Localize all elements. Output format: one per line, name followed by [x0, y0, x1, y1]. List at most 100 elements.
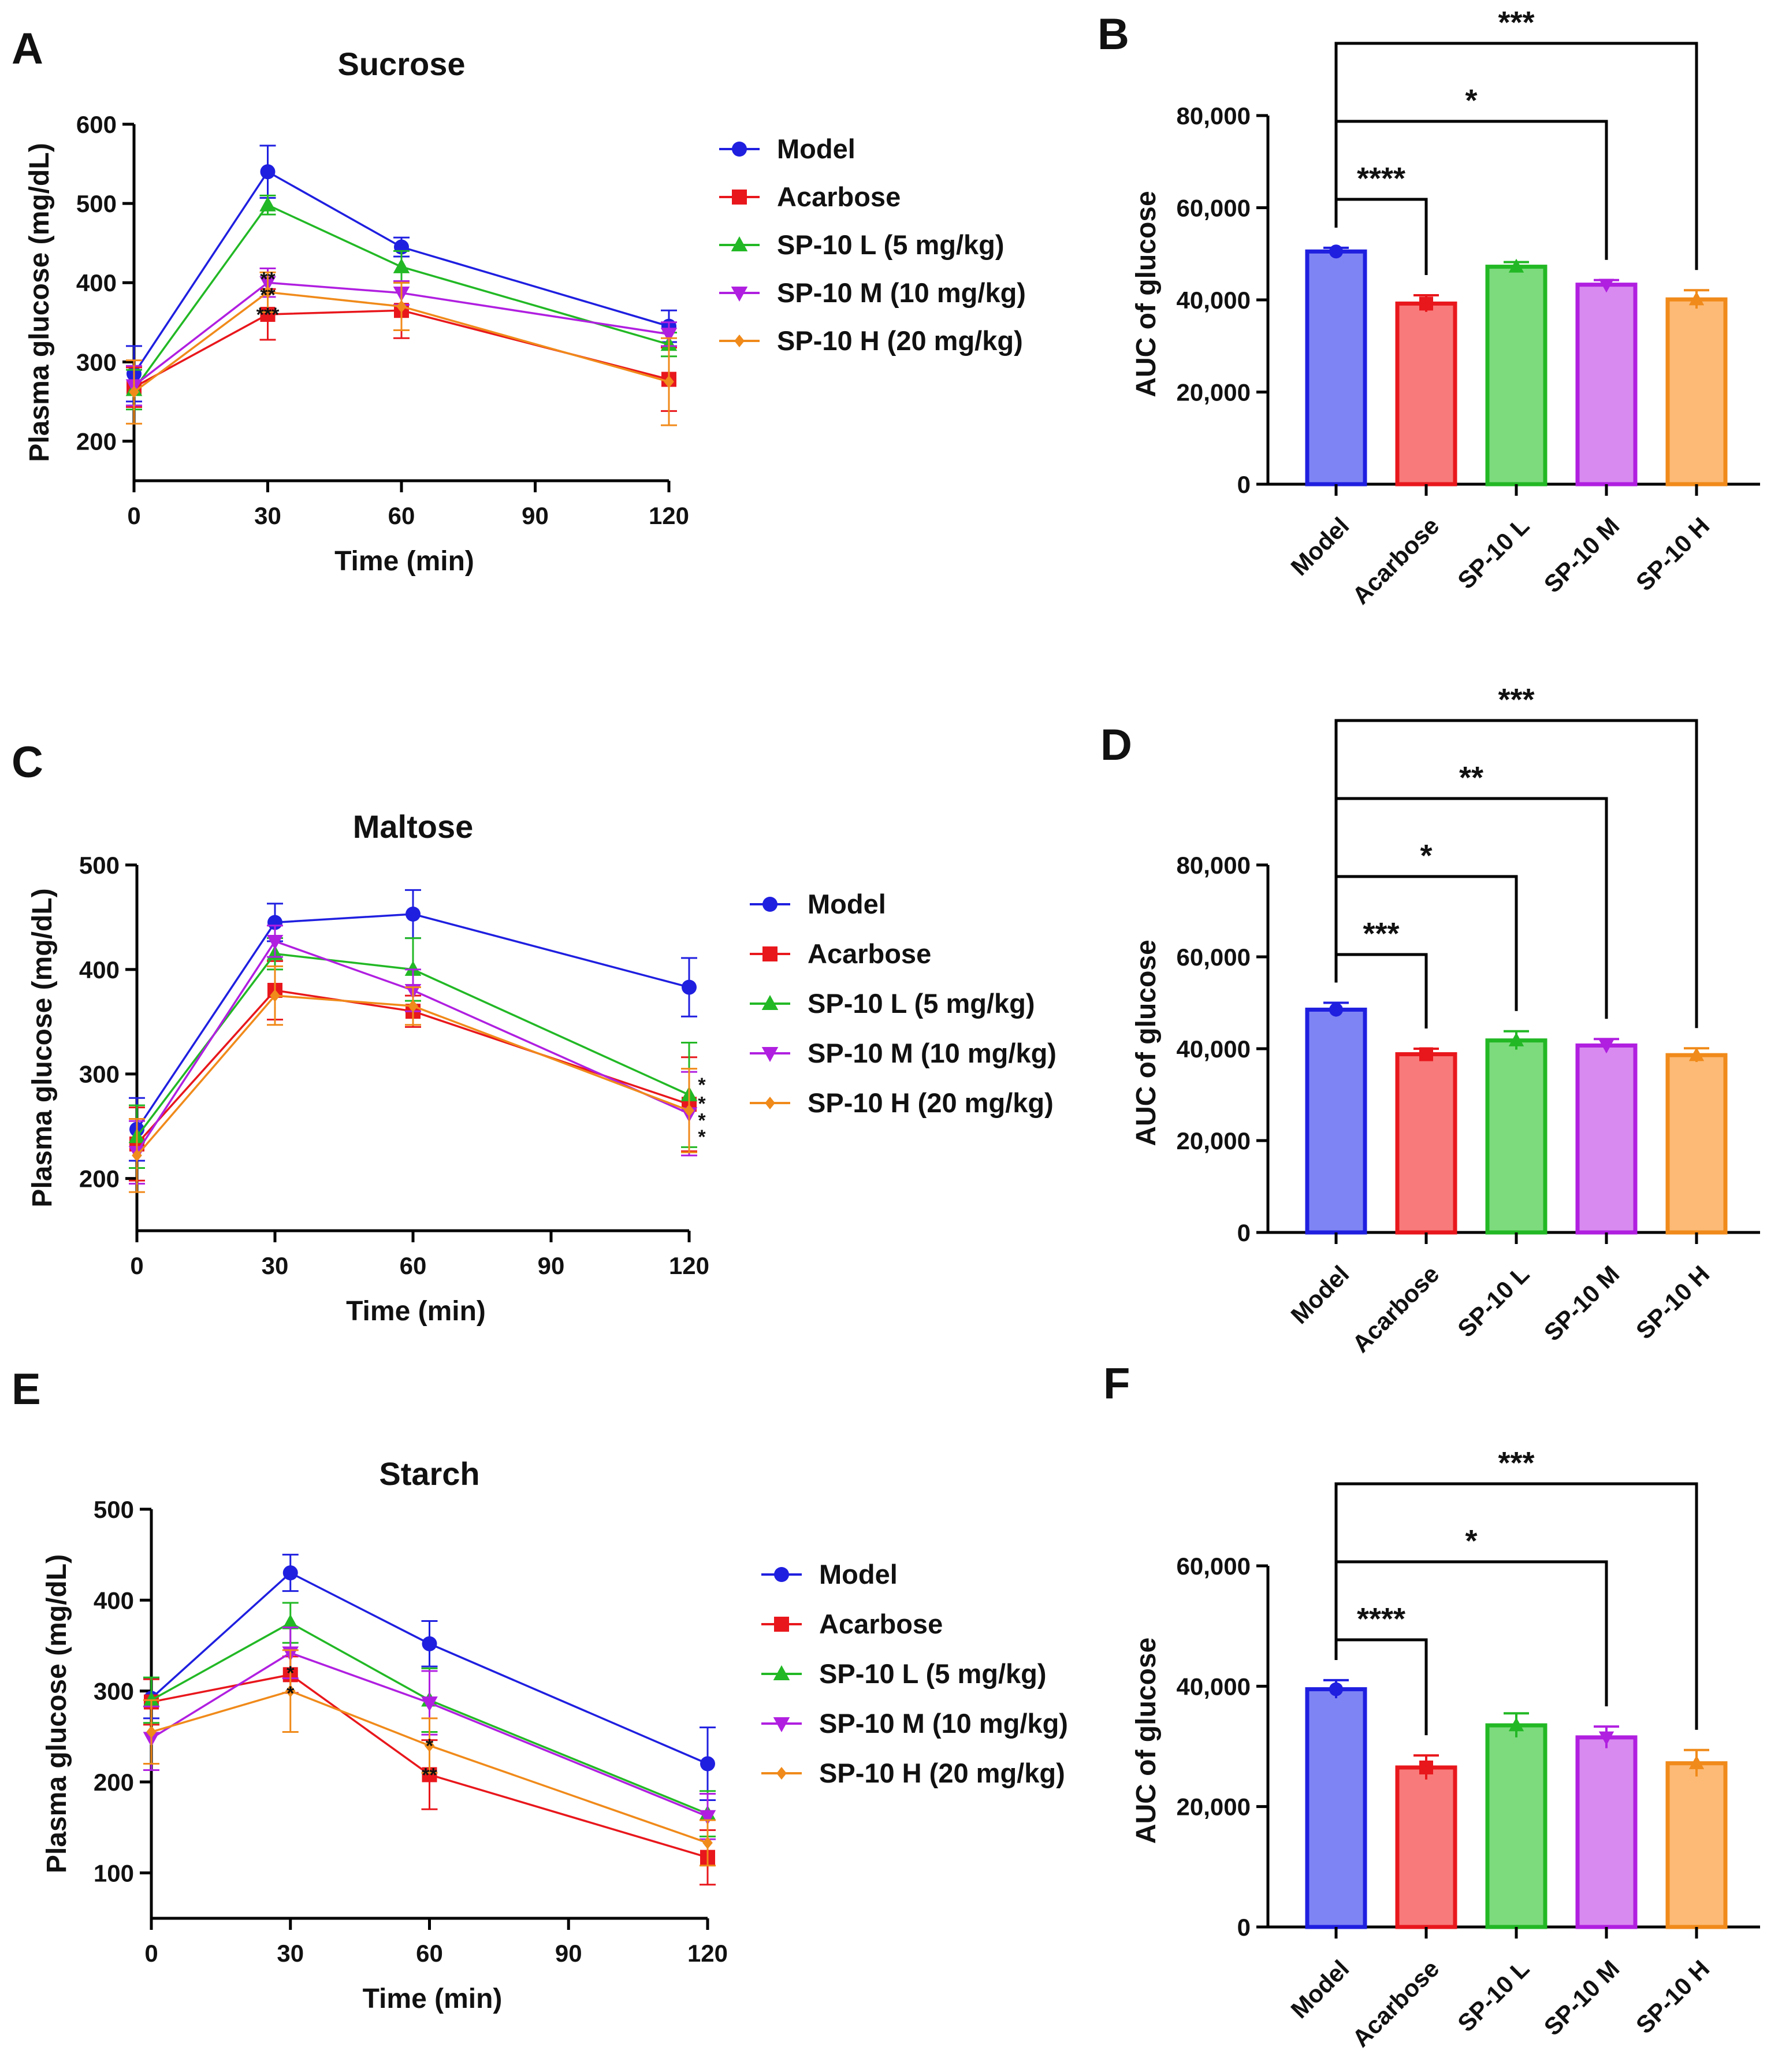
- bar-mean-marker: [1598, 279, 1615, 293]
- bar-sp-10-l: [1485, 1038, 1547, 1235]
- data-point: [396, 300, 407, 313]
- significance-label: ***: [1498, 1446, 1534, 1480]
- bar-mean-marker: [1598, 1039, 1615, 1054]
- y-axis-label: AUC of glucose: [1131, 1637, 1162, 1844]
- y-tick-label: 500: [76, 190, 117, 217]
- x-tick-label: SP-10 M: [1539, 512, 1625, 598]
- bar-sp-10-m: [1575, 1043, 1638, 1235]
- bar-sp-10-m: [1575, 283, 1638, 487]
- panel-letter-b: B: [1098, 10, 1129, 59]
- data-point: [260, 164, 276, 180]
- bar-sp-10-h: [1665, 1761, 1728, 1929]
- x-tick-label: 90: [555, 1940, 582, 1967]
- x-tick-label: 30: [277, 1940, 304, 1967]
- panel-f-bar-chart: 0 20,000 40,000 60,000 AUC of glucose ModelAc…: [1131, 1446, 1760, 2052]
- bar-mean-marker: [1508, 1032, 1524, 1046]
- y-tick-label: 0: [1237, 471, 1251, 498]
- series-line: [136, 913, 690, 1130]
- legend-marker: [773, 1665, 790, 1681]
- x-tick-label: SP-10 L: [1452, 1955, 1534, 2037]
- series-line: [151, 1689, 708, 1844]
- x-tick-label: 120: [669, 1252, 709, 1279]
- data-point: [285, 1684, 296, 1698]
- panel-c-line-chart: Maltose 200 300 400 500 0 30 60 90 120 Time (min) P…: [27, 808, 1057, 1327]
- x-tick-label: 0: [144, 1940, 158, 1967]
- significance-annotation: *: [698, 1093, 706, 1115]
- y-tick-label: 400: [79, 956, 120, 983]
- bar-model: [1305, 1687, 1367, 1929]
- significance-annotation: ***: [256, 304, 280, 326]
- bar-mean-marker: [1508, 1717, 1524, 1732]
- bar-acarbose: [1395, 301, 1457, 487]
- legend-label: SP-10 M (10 mg/kg): [819, 1708, 1068, 1739]
- data-point: [664, 375, 674, 388]
- panel-letter-c: C: [12, 738, 43, 787]
- data-point: [262, 285, 273, 299]
- y-tick-label: 600: [76, 111, 117, 138]
- panel-a-line-chart: Sucrose 200 300 400 500 600 0 30 60 90 120 Time (mi…: [24, 46, 1026, 577]
- x-tick-label: SP-10 H: [1631, 512, 1714, 596]
- x-tick-label: 30: [254, 502, 281, 529]
- y-tick-label: 60,000: [1177, 195, 1251, 222]
- x-tick-label: Acarbose: [1347, 1955, 1445, 2052]
- legend-label: SP-10 M (10 mg/kg): [777, 277, 1026, 308]
- y-axis-label: AUC of glucose: [1131, 191, 1162, 397]
- y-axis-label: Plasma glucose (mg/dL): [27, 888, 58, 1207]
- bar-acarbose: [1395, 1052, 1457, 1235]
- y-tick-label: 200: [76, 428, 117, 455]
- legend-label: Model: [777, 133, 855, 164]
- data-point: [682, 979, 697, 995]
- legend-marker: [761, 1046, 779, 1062]
- y-tick-label: 60,000: [1177, 944, 1251, 971]
- panel-letter-f: F: [1103, 1359, 1130, 1408]
- legend-label: SP-10 L (5 mg/kg): [777, 229, 1005, 260]
- data-point: [408, 1000, 418, 1013]
- data-point: [143, 1691, 160, 1707]
- series-line: [133, 203, 669, 391]
- legend-marker: [776, 1767, 787, 1780]
- legend-marker: [734, 335, 745, 347]
- significance-annotation: *: [426, 1735, 434, 1757]
- data-point: [270, 989, 280, 1002]
- series-line: [136, 940, 690, 1153]
- x-tick-label: 60: [388, 502, 415, 529]
- bar-sp-10-l: [1485, 1723, 1547, 1929]
- x-tick-label: 60: [400, 1252, 427, 1279]
- bar-model: [1305, 1007, 1367, 1235]
- series-sp-10-h: [126, 271, 677, 426]
- bar-mean-marker: [1329, 1682, 1343, 1696]
- x-tick-label: 120: [687, 1940, 728, 1967]
- x-tick-label: SP-10 M: [1539, 1260, 1625, 1346]
- legend-label: SP-10 L (5 mg/kg): [808, 988, 1035, 1019]
- series-line: [133, 281, 669, 387]
- y-tick-label: 60,000: [1177, 1553, 1251, 1580]
- x-tick-label: SP-10 L: [1452, 1260, 1534, 1342]
- data-point: [406, 907, 421, 922]
- x-tick-label: Model: [1285, 1955, 1354, 2023]
- bar-sp-10-h: [1665, 297, 1728, 487]
- series-sp-10-h: [129, 965, 697, 1193]
- x-tick-label: 0: [130, 1252, 143, 1279]
- y-tick-label: 80,000: [1177, 102, 1251, 129]
- bar-sp-10-l: [1485, 265, 1547, 487]
- panel-b-bar-chart: 0 20,000 40,000 60,000 80,000 AUC of glucose M…: [1131, 5, 1760, 610]
- significance-label: **: [1459, 760, 1483, 795]
- significance-annotation: **: [422, 1764, 437, 1786]
- y-axis-label: Plasma glucose (mg/dL): [42, 1554, 72, 1873]
- series-sp-10-h: [143, 1649, 716, 1867]
- significance-label: *: [1420, 838, 1432, 873]
- legend-label: SP-10 M (10 mg/kg): [808, 1038, 1057, 1068]
- chart-title: Maltose: [353, 808, 474, 845]
- x-axis-label: Time (min): [346, 1296, 486, 1327]
- significance-annotation: **: [260, 268, 276, 290]
- x-tick-label: SP-10 H: [1631, 1260, 1714, 1344]
- panel-letter-d: D: [1100, 721, 1132, 770]
- panel-letter-e: E: [12, 1365, 41, 1414]
- data-point: [684, 1104, 694, 1117]
- x-tick-label: 90: [538, 1252, 565, 1279]
- x-tick-label: 30: [262, 1252, 289, 1279]
- y-tick-label: 40,000: [1177, 1035, 1251, 1063]
- bar-sp-10-h: [1665, 1053, 1728, 1235]
- y-tick-label: 0: [1237, 1219, 1251, 1246]
